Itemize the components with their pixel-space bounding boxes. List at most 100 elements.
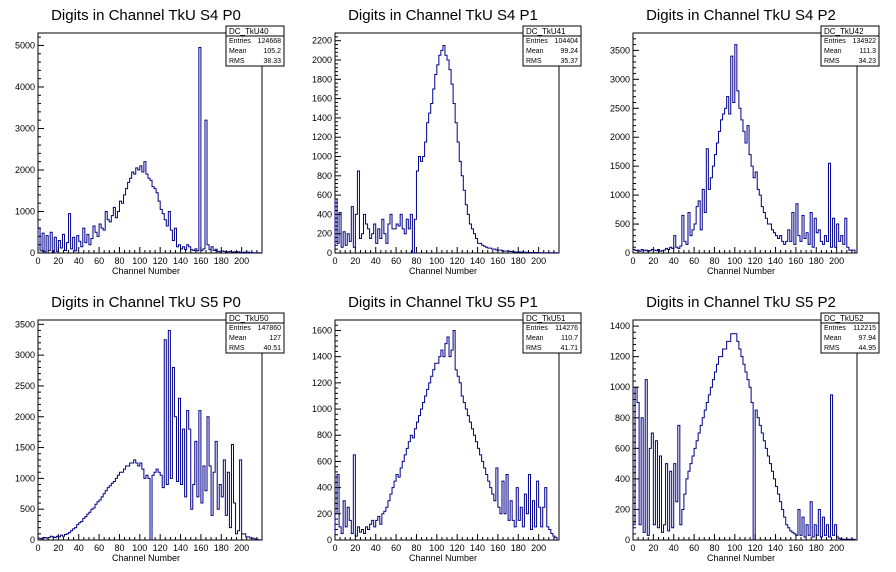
y-tick-label: 1400	[610, 321, 630, 331]
x-tick-label: 120	[153, 256, 168, 266]
histogram-line	[37, 47, 261, 254]
y-tick-label: 200	[615, 504, 630, 514]
x-tick-label: 160	[193, 256, 208, 266]
stats-histogram-name: DC_TkU40	[229, 27, 269, 36]
stats-label: RMS	[526, 345, 542, 352]
stats-box-frame	[820, 312, 880, 354]
stats-value: 110.7	[561, 335, 578, 342]
stats-box: DC_TkU41 Entries 104404 Mean 99.24 RMS 35.37	[522, 25, 582, 67]
x-tick-label: 120	[153, 543, 168, 553]
stats-value: 112215	[853, 325, 876, 332]
x-tick-label: 0	[35, 543, 40, 553]
x-tick-label: 40	[371, 256, 381, 266]
y-tick-label: 3500	[610, 45, 630, 55]
y-tick-label: 2200	[312, 36, 332, 46]
x-tick-label: 100	[132, 256, 147, 266]
y-tick-label: 500	[20, 504, 35, 514]
y-tick-label: 3000	[15, 350, 35, 360]
x-tick-label: 20	[648, 543, 658, 553]
x-axis-title: Channel Number	[707, 266, 775, 276]
y-tick-label: 1500	[610, 161, 630, 171]
x-tick-label: 180	[511, 543, 526, 553]
y-tick-label: 1000	[312, 404, 332, 414]
y-tick-label: 0	[327, 535, 332, 545]
x-tick-label: 0	[630, 543, 635, 553]
x-tick-label: 100	[727, 543, 742, 553]
x-tick-label: 200	[531, 256, 546, 266]
x-tick-label: 200	[829, 543, 844, 553]
x-axis-title: Channel Number	[409, 266, 477, 276]
stats-box: DC_TkU40 Entries 124668 Mean 105.2 RMS 38.33	[225, 25, 285, 67]
x-axis-title: Channel Number	[707, 553, 775, 563]
x-tick-label: 120	[450, 256, 465, 266]
x-tick-label: 160	[490, 543, 505, 553]
stats-box-frame	[522, 25, 582, 67]
stats-value: 99.24	[560, 48, 578, 55]
histogram-title: Digits in Channel TkU S4 P1	[348, 7, 538, 24]
stats-label: Entries	[229, 38, 251, 45]
x-tick-label: 60	[94, 256, 104, 266]
stats-value: 35.37	[560, 58, 578, 65]
x-tick-label: 40	[74, 256, 84, 266]
stats-value: 38.33	[263, 58, 281, 65]
x-tick-label: 180	[511, 256, 526, 266]
y-tick-label: 5000	[15, 40, 35, 50]
stats-label: RMS	[824, 58, 840, 65]
y-tick-label: 1200	[312, 132, 332, 142]
stats-histogram-name: DC_TkU42	[824, 27, 864, 36]
x-tick-label: 60	[391, 256, 401, 266]
stats-label: Entries	[824, 38, 846, 45]
y-tick-label: 800	[317, 430, 332, 440]
histogram-line	[632, 333, 856, 541]
x-tick-label: 40	[371, 543, 381, 553]
histogram-title: Digits in Channel TkU S5 P1	[348, 294, 538, 311]
y-tick-label: 0	[625, 535, 630, 545]
stats-value: 104404	[555, 38, 578, 45]
x-tick-label: 120	[748, 256, 763, 266]
x-tick-label: 20	[350, 256, 360, 266]
y-tick-label: 1000	[610, 382, 630, 392]
histogram-panel-4: Digits in Channel TkU S5 P0 0 20 40 60 80 100 1…	[15, 294, 285, 563]
histogram-line	[334, 329, 558, 540]
y-tick-label: 600	[317, 190, 332, 200]
y-tick-label: 400	[317, 209, 332, 219]
y-tick-label: 2000	[15, 165, 35, 175]
histogram-panel-6: Digits in Channel TkU S5 P2 0 20 40 60 80 100 1…	[610, 294, 880, 563]
x-tick-label: 20	[53, 543, 63, 553]
stats-box-frame	[225, 312, 285, 354]
stats-label: RMS	[229, 58, 245, 65]
x-tick-label: 60	[689, 543, 699, 553]
y-tick-label: 3500	[15, 319, 35, 329]
stats-label: Entries	[526, 38, 548, 45]
y-tick-label: 500	[615, 219, 630, 229]
y-tick-label: 1500	[15, 443, 35, 453]
y-tick-label: 0	[625, 248, 630, 258]
stats-value: 34.23	[858, 58, 876, 65]
x-tick-label: 160	[788, 256, 803, 266]
x-tick-label: 80	[709, 256, 719, 266]
x-tick-label: 100	[429, 256, 444, 266]
y-tick-label: 0	[327, 248, 332, 258]
y-tick-label: 2000	[15, 412, 35, 422]
y-tick-label: 2500	[15, 381, 35, 391]
stats-value: 114276	[555, 325, 578, 332]
y-tick-label: 1200	[312, 378, 332, 388]
x-tick-label: 40	[74, 543, 84, 553]
stats-value: 97.94	[858, 335, 876, 342]
x-tick-label: 80	[114, 543, 124, 553]
histogram-panel-5: Digits in Channel TkU S5 P1 0 20 40 60 80 100 1…	[312, 294, 582, 563]
stats-box: DC_TkU52 Entries 112215 Mean 97.94 RMS 44.95	[820, 312, 880, 354]
x-tick-label: 20	[53, 256, 63, 266]
y-tick-label: 1400	[312, 352, 332, 362]
y-tick-label: 2000	[610, 132, 630, 142]
x-tick-label: 20	[648, 256, 658, 266]
stats-label: RMS	[526, 58, 542, 65]
stats-label: Entries	[526, 325, 548, 332]
stats-box-frame	[820, 25, 880, 67]
y-tick-label: 1400	[312, 113, 332, 123]
x-tick-label: 140	[173, 543, 188, 553]
histogram-line	[334, 45, 558, 254]
y-tick-label: 2500	[610, 103, 630, 113]
stats-value: 147860	[258, 325, 281, 332]
